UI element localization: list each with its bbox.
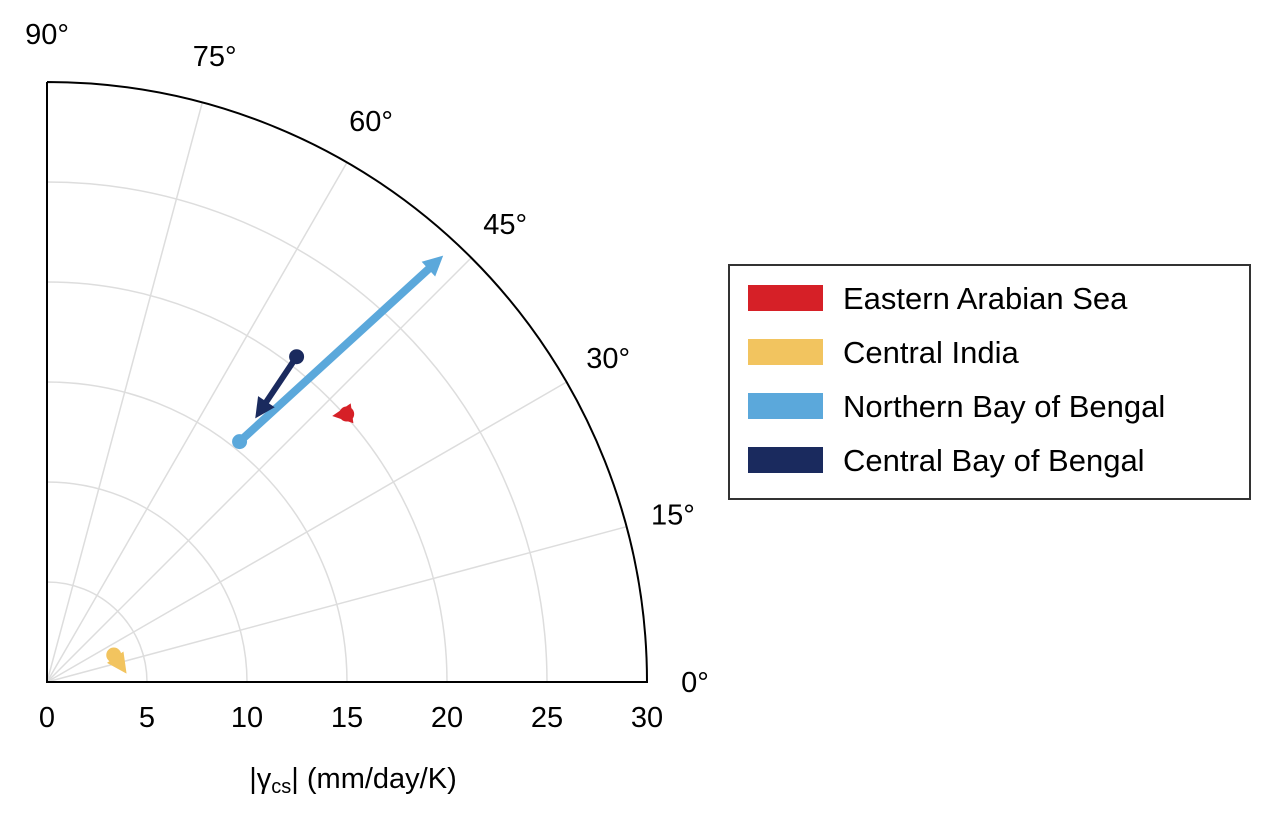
r-tick-label: 5 <box>139 702 155 734</box>
arrow-head <box>106 651 127 674</box>
legend-item: Central India <box>748 335 1020 370</box>
theta-tick-label: 90° <box>25 19 69 51</box>
angular-gridline <box>46 102 204 683</box>
x-axis-label: |γcs| (mm/day/K) <box>249 763 456 798</box>
r-tick-label: 25 <box>531 702 563 734</box>
angular-gridline <box>46 525 627 683</box>
theta-tick-label: 75° <box>193 41 237 73</box>
arrow-central-bay-of-bengal <box>255 349 305 419</box>
axes-frame <box>46 81 649 683</box>
arrow-start-dot <box>289 349 305 365</box>
theta-tick-label: 0° <box>681 667 709 699</box>
r-tick-label: 0 <box>39 702 55 734</box>
arrow-start-dot <box>232 434 248 450</box>
tick-labels: 0 5 10 15 20 25 30 0° 15° 30° 45° 60° 75° 90° <box>25 19 709 734</box>
arrow-head <box>255 396 275 419</box>
legend-item: Central Bay of Bengal <box>748 443 1145 478</box>
angular-gridline <box>46 162 348 683</box>
legend: Eastern Arabian Sea Central India Northern… <box>728 264 1251 500</box>
r-tick-label: 15 <box>331 702 363 734</box>
arrow-northern-bay-of-bengal <box>232 255 444 450</box>
grid <box>46 102 627 683</box>
theta-tick-label: 30° <box>586 343 630 375</box>
legend-item: Northern Bay of Bengal <box>748 389 1165 424</box>
legend-swatch <box>748 393 823 419</box>
r-tick-label: 10 <box>231 702 263 734</box>
legend-label: Eastern Arabian Sea <box>843 281 1128 316</box>
arrow-shaft <box>262 355 300 406</box>
arrow-eastern-arabian-sea <box>332 403 355 424</box>
arrows <box>106 255 444 674</box>
legend-label: Northern Bay of Bengal <box>843 389 1165 424</box>
angular-gridline <box>46 381 567 683</box>
legend-label: Central India <box>843 335 1020 370</box>
theta-tick-label: 15° <box>651 499 695 531</box>
legend-label: Central Bay of Bengal <box>843 443 1145 478</box>
arrow-central-india <box>106 647 127 674</box>
arrow-head <box>332 403 354 424</box>
theta-tick-label: 45° <box>483 209 527 241</box>
theta-tick-label: 60° <box>349 106 393 138</box>
arrow-head <box>421 255 444 277</box>
legend-swatch <box>748 339 823 365</box>
angular-gridline <box>46 257 472 683</box>
r-tick-label: 20 <box>431 702 463 734</box>
polar-frame <box>46 81 649 683</box>
legend-item: Eastern Arabian Sea <box>748 281 1128 316</box>
legend-swatch <box>748 285 823 311</box>
r-tick-label: 30 <box>631 702 663 734</box>
arrow-shaft <box>236 264 433 445</box>
legend-swatch <box>748 447 823 473</box>
